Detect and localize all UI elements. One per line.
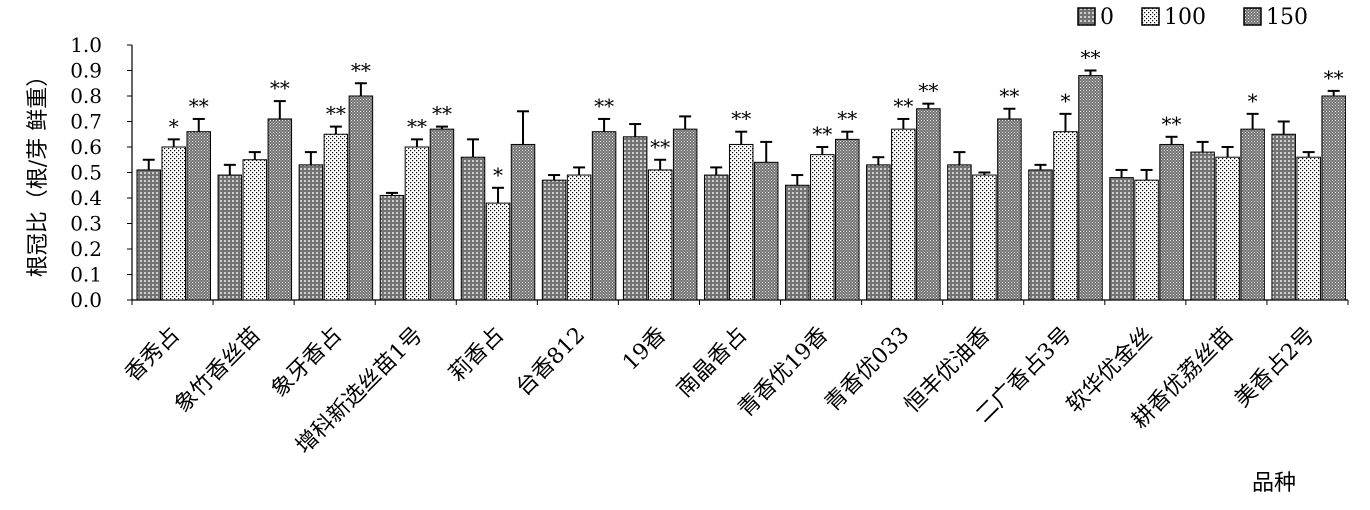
bar-100-13 [1215, 156, 1240, 301]
x-tick-label: 青香优033 [820, 323, 914, 417]
significance-mark: ** [731, 107, 751, 131]
bar-100-1 [242, 159, 268, 301]
y-tick-label: 0.8 [70, 84, 102, 108]
bar-150-14 [1321, 95, 1346, 301]
bar-0-3 [379, 194, 405, 301]
y-tick-label: 0.9 [70, 59, 102, 83]
bar-0-9 [866, 164, 891, 301]
y-axis-label: 根冠比（根/芽 鲜重） [26, 65, 51, 277]
bar-100-11 [1053, 131, 1078, 301]
significance-mark: ** [999, 84, 1019, 108]
bar-150-10 [997, 118, 1022, 301]
significance-mark: ** [1324, 66, 1344, 90]
bar-100-7 [728, 143, 754, 301]
legend-label-150: 150 [1266, 5, 1308, 30]
y-tick-label: 0.2 [70, 237, 102, 261]
bar-150-2 [348, 95, 374, 301]
bars-layer [136, 69, 1346, 301]
bar-0-0 [136, 169, 161, 301]
significance-mark: ** [407, 114, 427, 138]
legend-swatch-0 [1077, 7, 1096, 26]
bar-0-6 [622, 136, 648, 301]
bar-0-8 [785, 184, 810, 301]
axes: 0.00.10.20.30.40.50.60.70.80.91.0 [70, 33, 1349, 312]
significance-mark: ** [326, 102, 346, 126]
significance-mark: ** [837, 107, 857, 131]
bar-150-9 [916, 108, 941, 301]
bar-100-10 [972, 174, 997, 301]
bar-150-4 [510, 143, 536, 301]
x-tick-label: 象牙香占 [267, 323, 347, 403]
x-tick-label: 19香 [618, 323, 671, 376]
x-tick-label: 美香占2号 [1230, 323, 1320, 413]
significance-mark: ** [432, 102, 452, 126]
y-tick-label: 1.0 [70, 33, 102, 57]
x-tick-label: 香秀占 [120, 323, 184, 387]
legend: 0 100 150 [1077, 5, 1308, 30]
y-tick-label: 0.1 [70, 263, 102, 287]
y-tick-label: 0.4 [70, 186, 102, 210]
bar-150-11 [1078, 75, 1103, 301]
bar-100-6 [647, 169, 673, 301]
significance-mark: * [493, 163, 503, 187]
significance-mark: ** [812, 122, 832, 146]
significance-mark: ** [594, 94, 614, 118]
bar-100-3 [404, 146, 430, 301]
bar-0-10 [947, 164, 972, 301]
y-tick-label: 0.7 [70, 110, 102, 134]
x-tick-label: 莉香占 [445, 323, 509, 387]
significance-mark: ** [270, 76, 290, 100]
significance-mark: ** [650, 135, 670, 159]
legend-label-0: 0 [1100, 5, 1114, 30]
bar-0-14 [1271, 133, 1296, 301]
y-tick-label: 0.3 [70, 212, 102, 236]
y-tick-label: 0.0 [70, 288, 102, 312]
x-tick-label: 台香812 [512, 323, 590, 401]
x-tick-label: 象竹香丝苗 [170, 323, 265, 418]
bar-0-5 [541, 179, 567, 301]
bar-150-6 [672, 128, 698, 301]
x-tick-label: 南晶香占 [672, 323, 752, 403]
significance-mark: ** [1162, 112, 1182, 136]
bar-100-9 [891, 128, 916, 301]
bar-0-1 [217, 174, 243, 301]
bar-100-2 [323, 133, 349, 301]
y-tick-label: 0.5 [70, 161, 102, 185]
bar-100-12 [1134, 179, 1159, 301]
significance-mark: ** [351, 58, 371, 82]
bar-0-7 [703, 174, 729, 301]
bar-150-3 [429, 128, 455, 301]
bar-0-12 [1109, 177, 1134, 301]
legend-swatch-150 [1243, 7, 1262, 26]
bar-100-5 [566, 174, 592, 301]
legend-label-100: 100 [1164, 5, 1206, 30]
bar-150-12 [1159, 143, 1184, 301]
bar-150-5 [591, 131, 617, 301]
bar-150-1 [267, 118, 293, 301]
bar-100-14 [1296, 156, 1321, 301]
bar-150-7 [753, 161, 779, 301]
significance-mark: * [1248, 89, 1258, 113]
bar-150-0 [186, 131, 211, 301]
bar-100-0 [161, 146, 186, 301]
y-tick-label: 0.6 [70, 135, 102, 159]
bar-150-13 [1240, 128, 1265, 301]
legend-swatch-100 [1141, 7, 1160, 26]
significance-mark: ** [1080, 46, 1100, 70]
bar-100-8 [810, 154, 835, 301]
significance-mark: * [169, 114, 179, 138]
significance-mark: ** [918, 79, 938, 103]
bar-0-4 [460, 156, 486, 301]
significance-mark: ** [893, 94, 913, 118]
x-axis-label: 品种 [1252, 471, 1296, 496]
significance-mark: * [1060, 89, 1070, 113]
bar-0-13 [1190, 151, 1215, 301]
bar-150-8 [835, 138, 860, 301]
bar-0-11 [1028, 169, 1053, 301]
bar-0-2 [298, 164, 324, 301]
bar-100-4 [485, 202, 511, 301]
significance-mark: ** [189, 94, 209, 118]
